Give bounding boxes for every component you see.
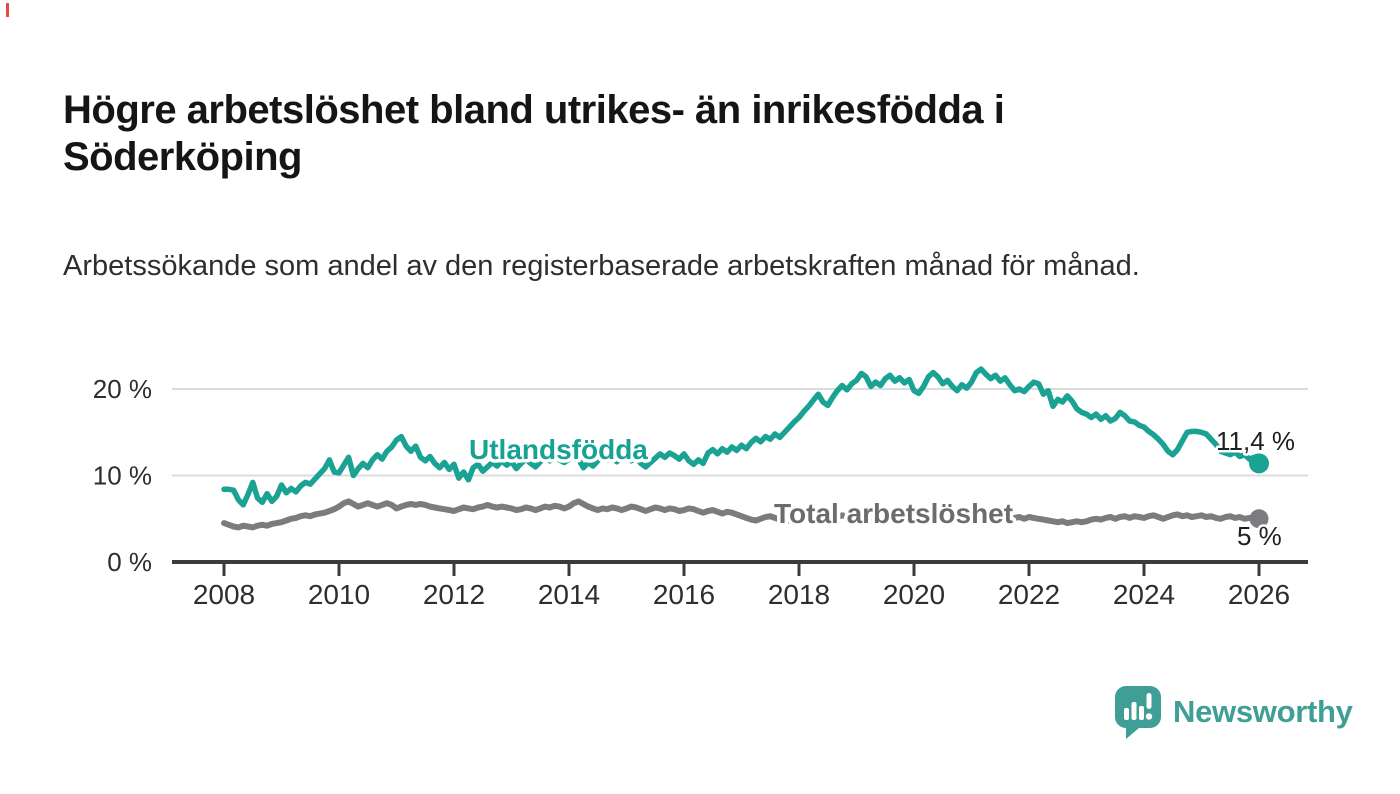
line-utlandsfodda: [221, 366, 1262, 508]
y-tick-label-0: 0 %: [107, 547, 152, 577]
logo-exclamation-dot: [1145, 713, 1153, 720]
x-tick-label-2018: 2018: [768, 579, 830, 610]
page-title: Högre arbetslöshet bland utrikes- än inr…: [63, 87, 1005, 179]
y-axis-labels: 0 % 10 % 20 %: [93, 374, 152, 577]
x-axis-labels: 2008 2010 2012 2014 2016 2018 2020 2022 2024 2026: [193, 579, 1290, 610]
end-value-label-total: 5 %: [1237, 521, 1282, 551]
x-tick-label-2016: 2016: [653, 579, 715, 610]
y-tick-label-10: 10 %: [93, 461, 152, 491]
series-label-utlandsfodda: Utlandsfödda: [469, 434, 648, 465]
x-tick-label-2012: 2012: [423, 579, 485, 610]
logo-bar-3: [1139, 706, 1144, 720]
end-value-label-utlandsfodda: 11,4 %: [1216, 426, 1295, 456]
gridlines: [172, 388, 1308, 477]
logo-bubble: [1115, 686, 1161, 739]
end-dot-total-arbetsloshet: [1249, 509, 1269, 529]
page-subtitle: Arbetssökande som andel av den registerb…: [63, 250, 1140, 282]
end-dot-utlandsfodda: [1249, 453, 1269, 474]
newsworthy-logo-icon: [1115, 686, 1161, 739]
x-tick-label-2022: 2022: [998, 579, 1060, 610]
x-tick-label-2026: 2026: [1228, 579, 1290, 610]
newsworthy-logo: Newsworthy: [1113, 684, 1353, 740]
logo-exclamation-bar: [1146, 693, 1152, 709]
logo-bar-1: [1124, 708, 1129, 720]
line-total-arbetsloshet: [221, 498, 1262, 531]
data-lines: [221, 366, 1262, 531]
y-tick-label-20: 20 %: [93, 374, 152, 404]
x-tick-label-2014: 2014: [538, 579, 600, 610]
x-tick-label-2024: 2024: [1113, 579, 1175, 610]
x-tick-label-2008: 2008: [193, 579, 255, 610]
series-label-total-arbetsloshet: Total arbetslöshet: [774, 498, 1013, 529]
x-tick-label-2010: 2010: [308, 579, 370, 610]
series-end-dots: [1249, 453, 1269, 529]
x-axis: [172, 560, 1308, 576]
corner-marker: [6, 3, 9, 17]
logo-bar-2: [1131, 702, 1137, 720]
x-tick-label-2020: 2020: [883, 579, 945, 610]
newsworthy-logo-text: Newsworthy: [1173, 694, 1353, 729]
